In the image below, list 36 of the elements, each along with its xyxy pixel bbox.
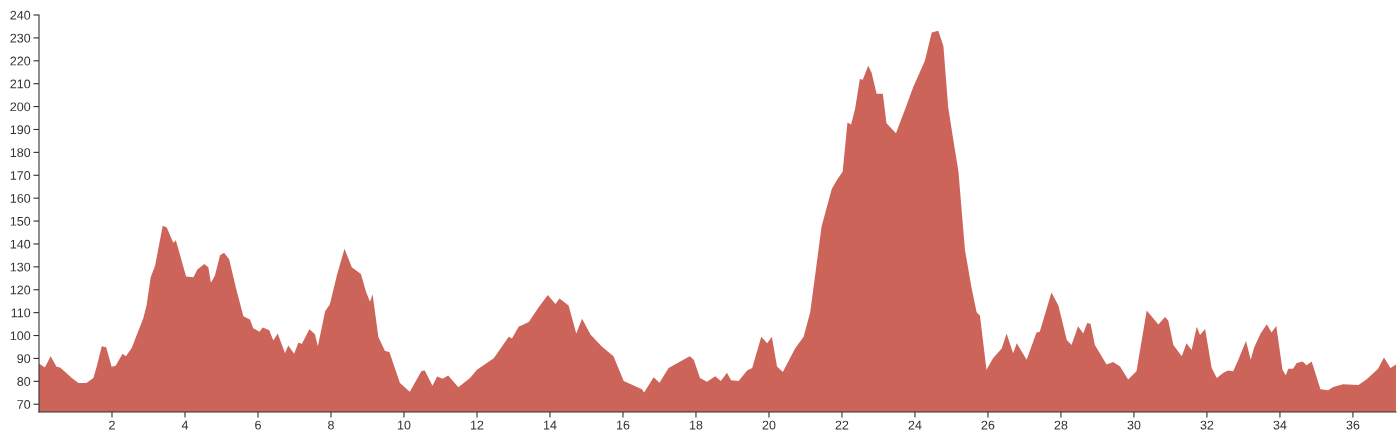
x-tick-label: 32 <box>1200 420 1214 430</box>
y-tick-label: 230 <box>10 33 31 43</box>
y-tick-label: 90 <box>17 354 31 364</box>
y-tick-label: 220 <box>10 56 31 66</box>
x-tick-label: 36 <box>1346 420 1360 430</box>
x-tick-label: 10 <box>397 420 411 430</box>
x-tick-label: 24 <box>908 420 922 430</box>
x-tick-label: 18 <box>689 420 703 430</box>
y-tick-label: 160 <box>10 193 31 203</box>
y-tick-label: 200 <box>10 102 31 112</box>
y-tick-label: 110 <box>11 308 31 318</box>
x-tick-label: 12 <box>470 420 484 430</box>
y-tick-label: 130 <box>10 262 31 272</box>
x-tick-label: 6 <box>255 420 261 430</box>
y-tick-label: 140 <box>10 239 31 249</box>
x-tick-label: 28 <box>1054 420 1068 430</box>
y-tick-label: 240 <box>10 10 31 20</box>
y-tick-label: 170 <box>10 171 31 180</box>
x-tick-label: 8 <box>328 420 334 430</box>
y-tick-label: 120 <box>10 285 31 295</box>
x-tick-label: 26 <box>981 420 995 430</box>
y-tick-label: 180 <box>10 148 31 158</box>
x-tick-label: 16 <box>616 420 630 430</box>
x-tick-label: 4 <box>181 420 189 430</box>
x-tick-label: 30 <box>1127 420 1141 430</box>
x-tick-label: 14 <box>543 420 557 430</box>
y-tick-label: 100 <box>10 331 31 341</box>
y-tick-label: 80 <box>17 377 31 386</box>
x-tick-label: 20 <box>762 420 776 430</box>
y-tick-label: 70 <box>17 400 31 409</box>
y-tick-label: 210 <box>10 79 31 89</box>
x-tick-label: 2 <box>109 420 115 430</box>
y-tick-label: 150 <box>10 216 31 226</box>
x-tick-label: 34 <box>1273 420 1287 430</box>
x-tick-label: 22 <box>835 420 849 430</box>
y-tick-label: 190 <box>10 125 31 135</box>
